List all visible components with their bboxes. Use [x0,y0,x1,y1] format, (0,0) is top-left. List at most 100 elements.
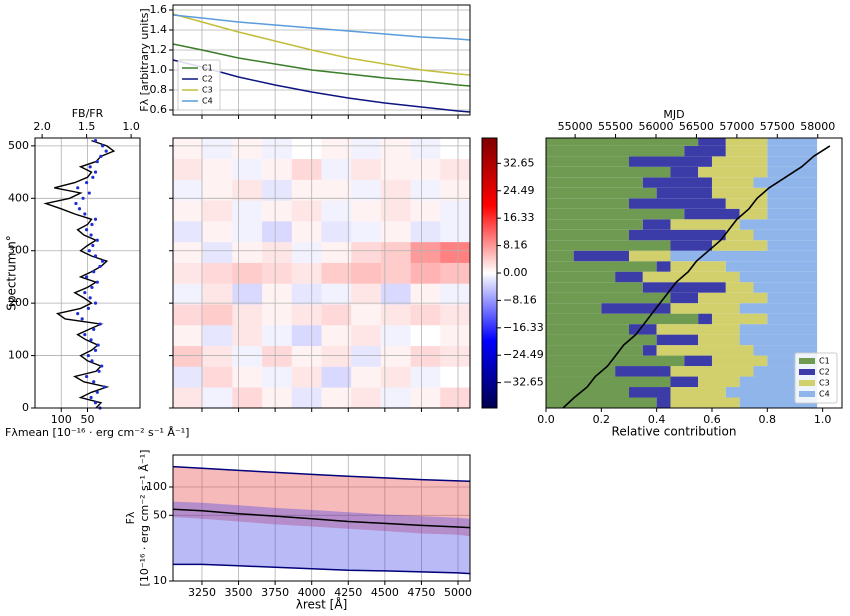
heatmap-cell [410,262,441,284]
y-tick-label: 400 [8,191,29,204]
heatmap-cell [380,324,411,346]
x-axis-label: Fλmean [10⁻¹⁶ · erg cm⁻² s⁻¹ Å⁻¹] [5,426,189,439]
legend-label: C3 [819,379,830,388]
heatmap-cell [232,304,263,326]
bar-segment [753,366,818,377]
heatmap-cell [202,241,233,263]
dot [91,175,95,179]
x-tick-label: 0.2 [593,413,611,426]
heatmap-cell [262,241,293,263]
bar-segment [739,303,818,314]
legend-swatch [799,380,815,386]
x2-tick-label: 56500 [679,120,714,133]
colorbar-tick-label: 16.33 [503,211,535,224]
heatmap-cell [262,366,293,388]
axes-frame [172,4,471,116]
bar-segment [753,229,818,241]
heatmap-cell [232,283,263,305]
bar-segment [656,397,671,408]
y-tick-label: 500 [8,139,29,152]
dot [83,333,87,337]
bar-segment [684,208,740,220]
bar-segment [546,376,671,388]
x-tick-label: 1.0 [814,413,832,426]
heatmap-cell [202,262,233,284]
bar-segment [670,303,740,314]
dot [102,385,107,389]
dot [97,369,101,373]
dot [76,186,80,190]
bar-segment [546,334,657,346]
heatmap-cell [380,158,411,180]
bar-segment [739,334,818,346]
heatmap-cell [173,221,203,243]
bar-segment [725,145,768,157]
axes-frame [545,137,843,409]
heatmap-cell [440,262,471,284]
heatmap-cell [173,345,203,367]
heatmap-cell [321,138,352,160]
bar-segment [546,282,643,293]
bar-segment [670,240,712,251]
x-tick-label: 0.8 [759,413,777,426]
heatmap-cell [262,221,293,243]
heatmap-cell [173,179,203,201]
heatmap-cell [321,179,352,201]
bar-segment [546,366,616,377]
bar-segment [711,355,768,367]
y-tick-label: 1.6 [150,3,168,16]
dot [100,364,104,368]
bar-segment [698,292,768,304]
dot [93,301,98,305]
y-tick-label: 300 [8,244,29,257]
heatmap-cell [440,158,471,180]
heatmap-cell [410,387,441,409]
dot [76,312,80,316]
series-line [172,465,471,483]
bar-segment [546,303,602,314]
bar-segment [628,229,726,241]
bar-segment [739,376,818,388]
x2-tick-label: 57500 [760,120,795,133]
heatmap-cell [380,345,411,367]
heatmap-cell [262,179,293,201]
heatmap-cell [291,387,322,409]
axes-frame [172,137,471,409]
series-line [172,13,471,76]
bar-segment [767,187,818,199]
dot [86,353,90,358]
legend-label: C2 [819,368,830,377]
x-axis-label: λrest [Å] [296,597,348,612]
bar-segment [711,313,768,325]
heatmap-cell [262,158,293,180]
bar-segment [767,240,818,251]
bar-segment [767,138,818,146]
heatmap-cell [440,345,471,367]
legend-label: C4 [819,390,830,399]
dot [85,180,89,185]
heatmap-cell [202,324,233,346]
heatmap-cell [410,221,441,243]
dot [93,139,98,143]
colorbar-tick-label: 0.00 [503,266,528,279]
heatmap-cell [232,366,263,388]
bar-segment [725,261,818,272]
heatmap-cell [232,179,263,201]
heatmap-cell [291,179,322,201]
heatmap-cell [321,304,352,326]
bar-segment [546,156,629,167]
bar-segment [546,187,657,199]
x2-tick-label: 2.0 [33,120,51,133]
x-tick-label: 3250 [188,586,216,599]
heatmap-cell [321,387,352,409]
heatmap-cell [291,241,322,263]
dot [98,322,102,326]
bar-segment [670,166,699,178]
y-tick-label: 1.4 [150,23,168,36]
dot [104,149,108,153]
heatmap-cell [440,387,471,409]
bar-segment [725,138,768,146]
heatmap-cell [351,366,382,388]
bar-segment [725,229,754,241]
heatmap-cell [232,158,263,180]
